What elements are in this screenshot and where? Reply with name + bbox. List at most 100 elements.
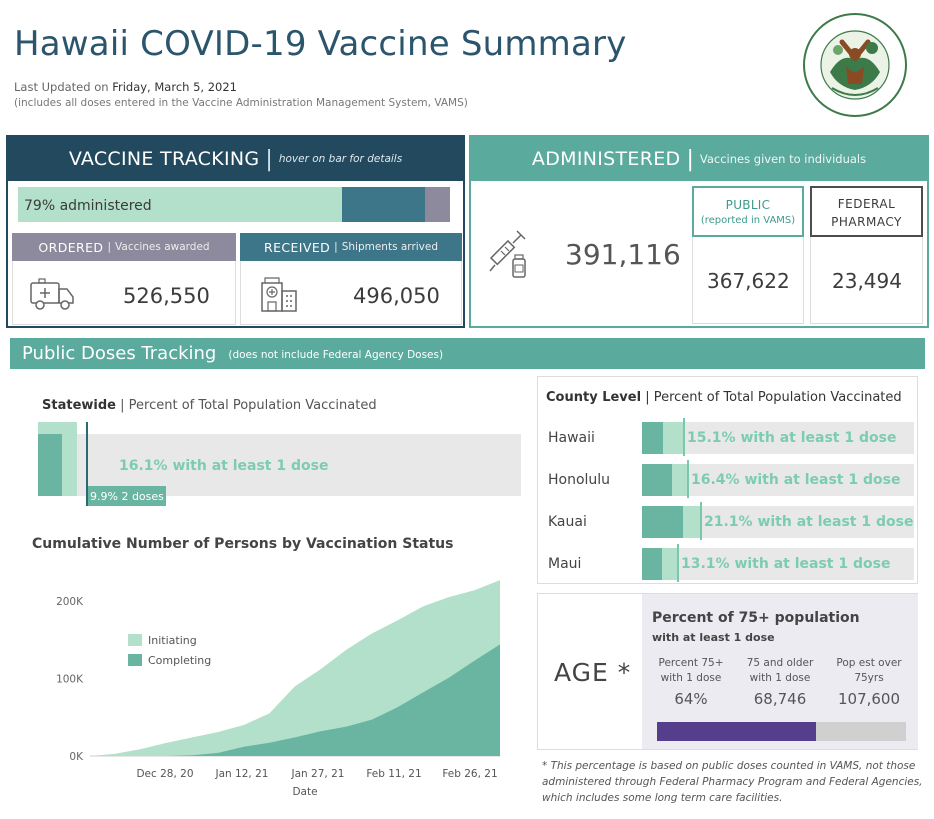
federal-box: 23,494 [810, 237, 923, 324]
legend-swatch [128, 634, 142, 646]
county-desc: Percent of Total Population Vaccinated [653, 390, 902, 405]
age-col1-head: Percent 75+ with 1 dose [652, 656, 730, 686]
county-name: Hawaii [548, 430, 595, 446]
statewide-two-dose-label: 9.9% 2 doses [90, 490, 164, 503]
county-two-dose-bar[interactable] [642, 506, 683, 538]
cumulative-chart-title: Cumulative Number of Persons by Vaccinat… [32, 536, 454, 552]
department-of-health-seal-logo [803, 13, 907, 117]
county-one-dose-label: 21.1% with at least 1 dose [704, 514, 914, 530]
ordered-desc: Vaccines awarded [115, 241, 210, 253]
ordered-label: ORDERED [38, 239, 104, 255]
public-label: PUBLIC [725, 198, 771, 212]
administered-subtitle: Vaccines given to individuals [699, 152, 867, 166]
federal-pharmacy-header: FEDERAL PHARMACY [810, 186, 923, 237]
age-title: Percent of 75+ population [652, 610, 860, 626]
public-box: 367,622 [692, 237, 804, 324]
ordered-header: ORDERED | Vaccines awarded [12, 233, 236, 261]
includes-note: (includes all doses entered in the Vacci… [14, 97, 468, 109]
last-updated-prefix: Last Updated on [14, 80, 109, 94]
county-bar-background [642, 422, 914, 454]
administered-bar[interactable] [18, 187, 342, 222]
county-marker-line [683, 418, 685, 456]
county-one-dose-label: 15.1% with at least 1 dose [687, 430, 897, 446]
county-name: Honolulu [548, 472, 611, 488]
x-axis-label: Date [292, 786, 317, 798]
legend-label: Completing [148, 654, 211, 667]
county-title: County Level | Percent of Total Populati… [546, 390, 902, 405]
county-level-panel: County Level | Percent of Total Populati… [537, 376, 918, 584]
y-tick-label: 200K [56, 596, 84, 608]
administered-total: 391,116 [565, 238, 681, 271]
county-one-dose-label: 13.1% with at least 1 dose [681, 556, 891, 572]
page-title: Hawaii COVID-19 Vaccine Summary [14, 24, 627, 64]
county-marker-line [700, 502, 702, 540]
county-marker-line [687, 460, 689, 498]
x-tick-label: Jan 12, 21 [215, 768, 269, 780]
syringe-vial-icon [489, 230, 526, 278]
federal-label-1: FEDERAL [837, 197, 896, 211]
statewide-bar-background [38, 434, 521, 496]
statewide-title: Statewide | Percent of Total Population … [42, 398, 377, 413]
public-doses-title: Public Doses Tracking [22, 343, 217, 364]
county-name: Maui [548, 556, 582, 572]
last-updated-date: Friday, March 5, 2021 [112, 80, 237, 94]
county-marker-line [677, 544, 679, 582]
x-tick-label: Feb 11, 21 [366, 768, 421, 780]
x-tick-label: Feb 26, 21 [442, 768, 497, 780]
age-col1-value: 64% [674, 690, 708, 708]
county-two-dose-bar[interactable] [642, 422, 663, 454]
county-bar-background [642, 548, 914, 580]
age-col2-head: 75 and older with 1 dose [740, 656, 820, 686]
age-label: AGE * [554, 658, 632, 687]
age-col2-value: 68,746 [753, 690, 807, 708]
county-two-dose-bar[interactable] [642, 548, 662, 580]
statewide-two-dose-bar[interactable] [38, 434, 62, 496]
age-stats-box: Percent of 75+ population with at least … [642, 594, 918, 749]
age-panel: AGE * Percent of 75+ population with at … [537, 593, 918, 750]
last-updated: Last Updated on Friday, March 5, 2021 [14, 80, 237, 94]
age-col2-head-2: with 1 dose [749, 672, 811, 684]
federal-label-2: PHARMACY [831, 215, 902, 229]
administered-total-box: 391,116 [475, 185, 691, 324]
statewide-two-dose-strip [86, 486, 166, 506]
separator: | [645, 390, 654, 405]
received-header: RECEIVED | Shipments arrived [240, 233, 462, 261]
legend-swatch [128, 654, 142, 666]
cumulative-area-chart[interactable]: 0K 100K 200K Dec 28, 20 Jan 12, 21 Jan 27, 21… [30, 560, 510, 800]
legend-label: Initiating [148, 634, 197, 647]
footnote: * This percentage is based on public dos… [542, 760, 923, 804]
county-label: County Level [546, 390, 642, 405]
separator: | [107, 241, 112, 253]
statewide-desc: Percent of Total Population Vaccinated [128, 398, 377, 413]
y-tick-label: 0K [69, 751, 84, 763]
separator: | [334, 241, 338, 253]
received-value: 496,050 [353, 284, 440, 308]
separator: | [265, 146, 273, 172]
age-col3-value: 107,600 [837, 690, 901, 708]
administered-panel: ADMINISTERED | Vaccines given to individ… [469, 135, 929, 328]
administered-title: ADMINISTERED [531, 148, 681, 170]
public-doses-note: (does not include Federal Agency Doses) [228, 349, 444, 361]
public-doses-banner: Public Doses Tracking (does not include … [10, 338, 925, 369]
statewide-one-dose-label: 16.1% with at least 1 dose [119, 458, 329, 474]
series-area-completing[interactable] [90, 644, 500, 756]
vaccine-tracking-header: VACCINE TRACKING | hover on bar for deta… [8, 137, 463, 181]
separator: | [120, 398, 129, 413]
ordered-box: 526,550 [12, 261, 236, 325]
county-two-dose-bar[interactable] [642, 464, 672, 496]
public-header: PUBLIC (reported in VAMS) [692, 186, 804, 237]
ordered-value: 526,550 [123, 284, 210, 308]
administered-header: ADMINISTERED | Vaccines given to individ… [471, 137, 927, 181]
ambulance-icon [30, 278, 74, 310]
age-subtitle: with at least 1 dose [652, 631, 775, 644]
hospital-icon [261, 277, 297, 312]
age-progress-fill[interactable] [657, 722, 816, 741]
vaccine-tracking-subtitle: hover on bar for details [278, 153, 403, 165]
separator: | [686, 146, 694, 172]
age-col2-head-1: 75 and older [746, 657, 814, 669]
x-tick-label: Jan 27, 21 [291, 768, 345, 780]
public-value: 367,622 [707, 269, 790, 293]
administered-bar-label: 79% administered [24, 198, 152, 214]
x-tick-label: Dec 28, 20 [136, 768, 193, 780]
age-col3-head: Pop est over 75yrs [828, 656, 910, 686]
